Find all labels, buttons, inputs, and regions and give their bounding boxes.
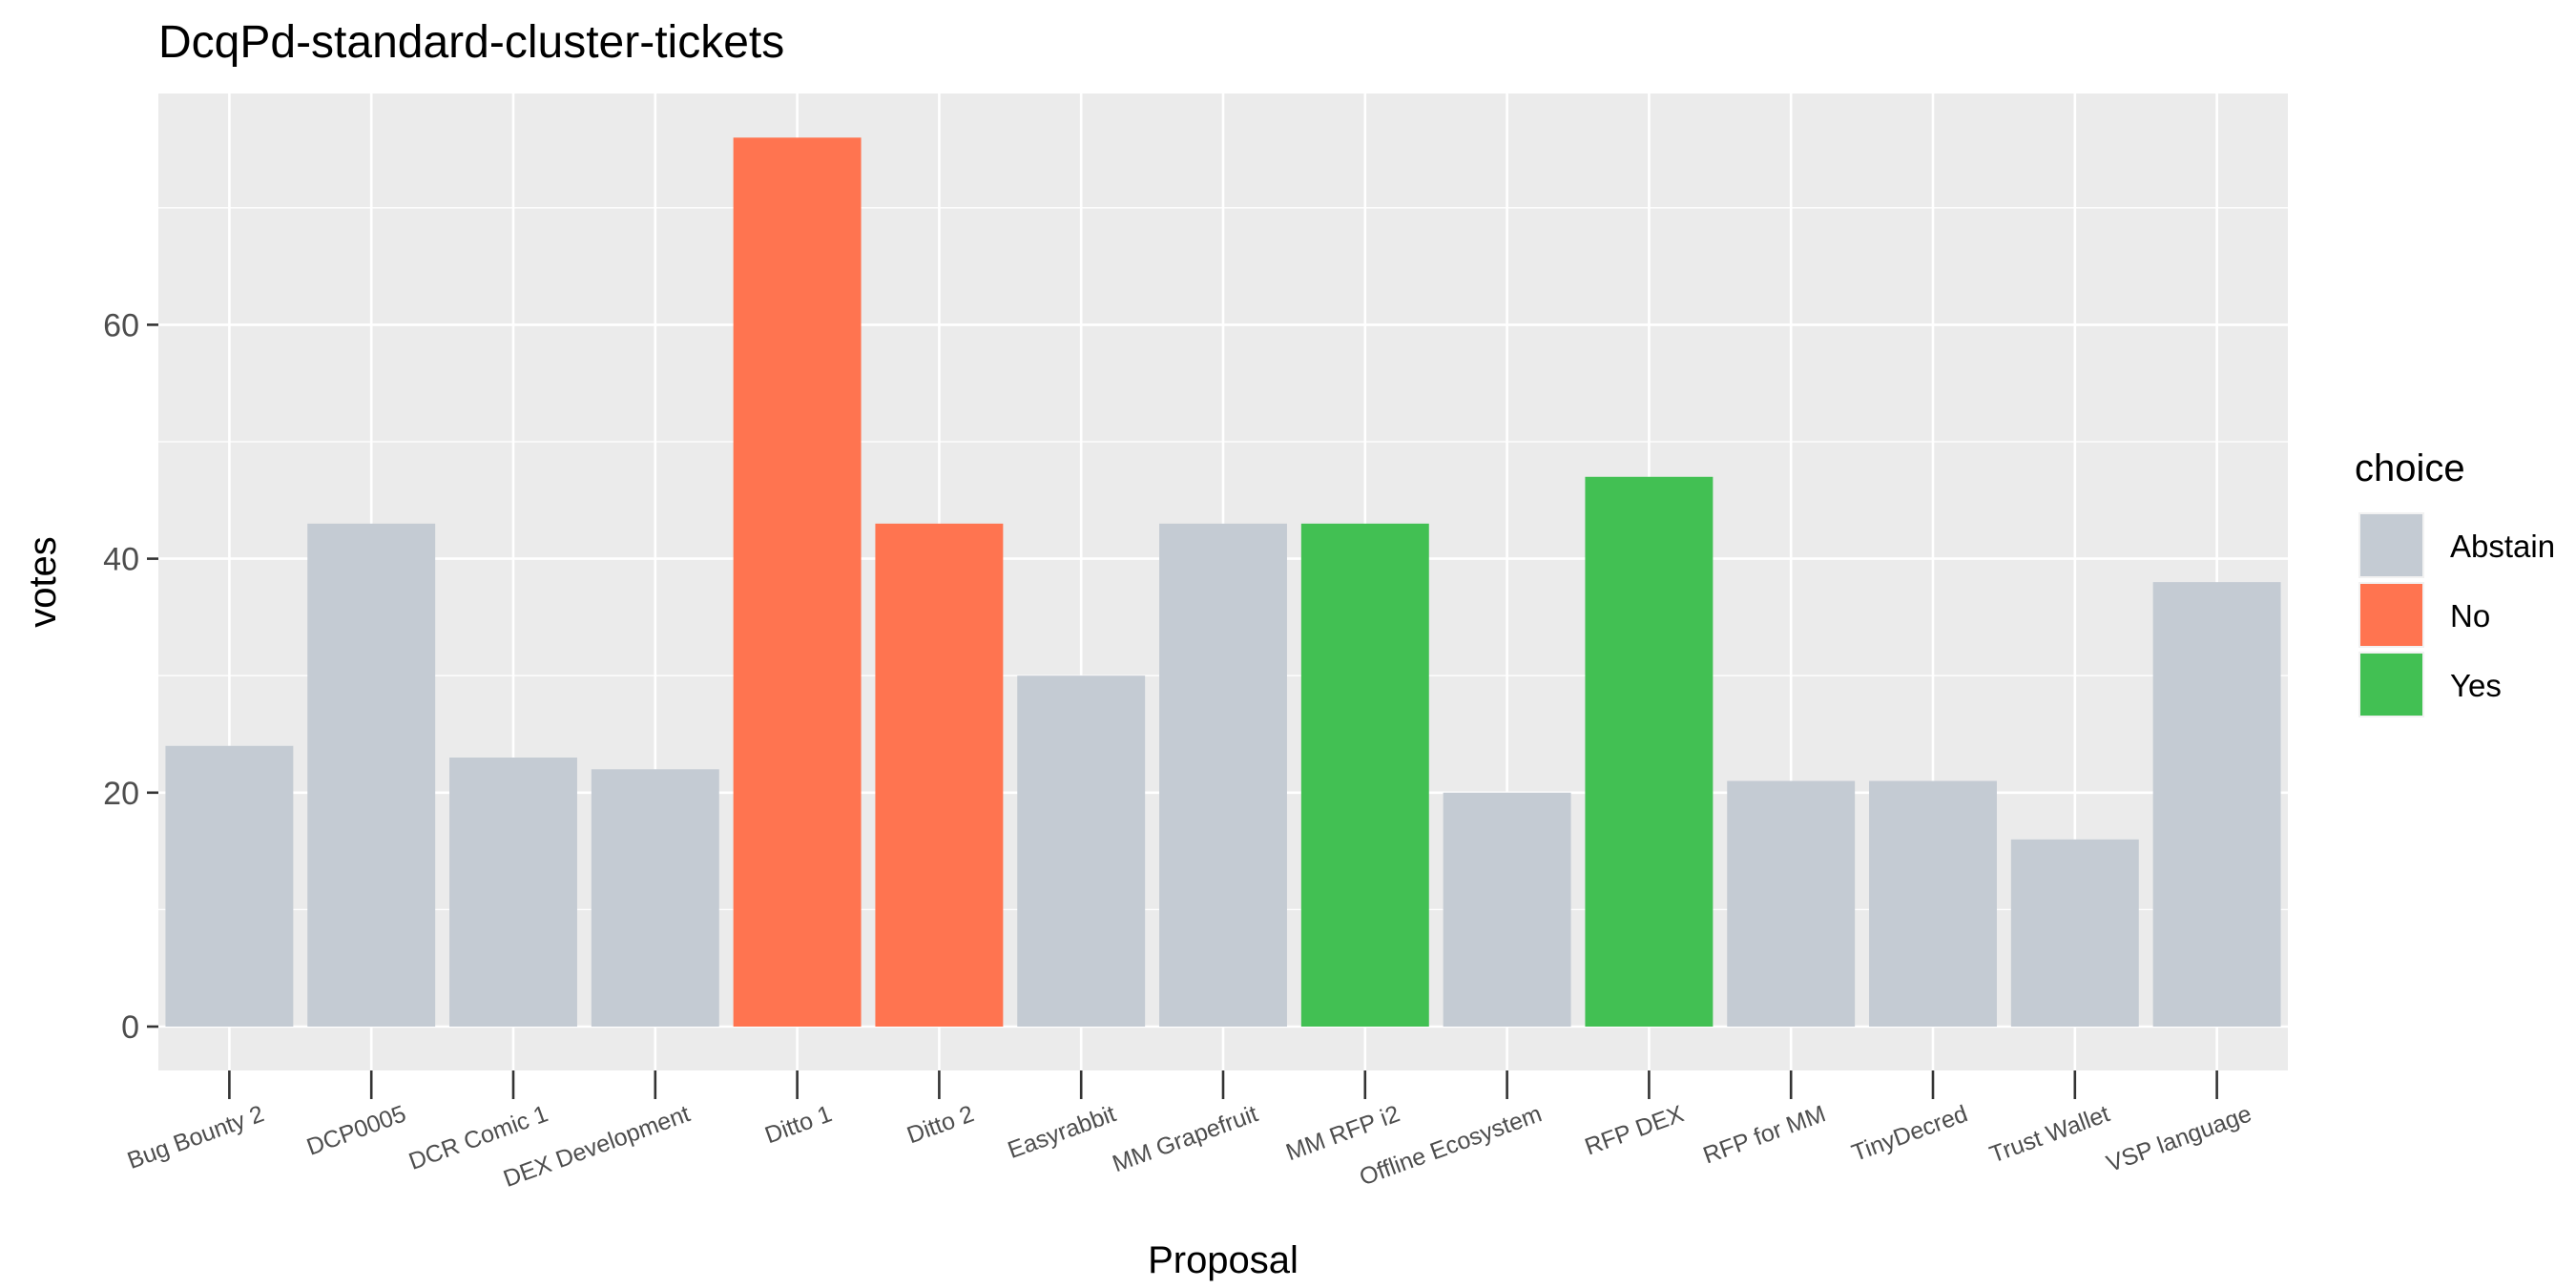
bar [733,137,862,1028]
y-tick-label: 60 [103,307,139,343]
x-tick-label: RFP DEX [1581,1100,1687,1160]
x-tick-label: Ditto 2 [904,1100,977,1149]
x-tick-label: VSP language [2103,1100,2254,1177]
x-tick-label: RFP for MM [1700,1100,1830,1169]
y-tick-label: 40 [103,542,139,578]
x-axis-title: Proposal [1148,1239,1298,1281]
bar [1443,792,1571,1027]
x-tick-label: TinyDecred [1848,1100,1971,1167]
bar [449,758,577,1027]
y-axis-title: votes [22,536,64,628]
legend-swatch [2360,654,2422,716]
bar [591,769,719,1027]
bar [1585,476,1714,1027]
legend: choice Abstain No Yes [2355,447,2555,717]
bars [165,137,2281,1028]
legend-title: choice [2355,447,2465,489]
legend-label: Abstain [2450,529,2555,564]
bar [2152,582,2281,1027]
bar [165,745,294,1027]
y-tick-label: 20 [103,776,139,812]
legend-label: Yes [2450,668,2502,703]
bar [2010,839,2139,1027]
x-tick-label: Ditto 1 [761,1100,835,1149]
bar [1727,780,1856,1027]
x-tick-label: MM Grapefruit [1109,1100,1261,1177]
bar [875,523,1004,1027]
y-tick-label: 0 [121,1009,139,1046]
x-tick-label: Trust Wallet [1986,1100,2113,1168]
legend-swatch [2360,514,2422,576]
bar [307,523,436,1027]
x-tick-label: Easyrabbit [1005,1100,1120,1164]
bar [1300,523,1429,1027]
bar [1159,523,1287,1027]
x-tick-label: DCP0005 [303,1100,409,1160]
legend-swatch [2360,584,2422,646]
chart-title: DcqPd-standard-cluster-tickets [158,17,784,68]
bar [1017,675,1146,1027]
bar [1869,780,1997,1027]
x-tick-label: Bug Bounty 2 [124,1100,268,1174]
legend-label: No [2450,598,2490,634]
y-axis: 0 20 40 60 [103,307,158,1046]
